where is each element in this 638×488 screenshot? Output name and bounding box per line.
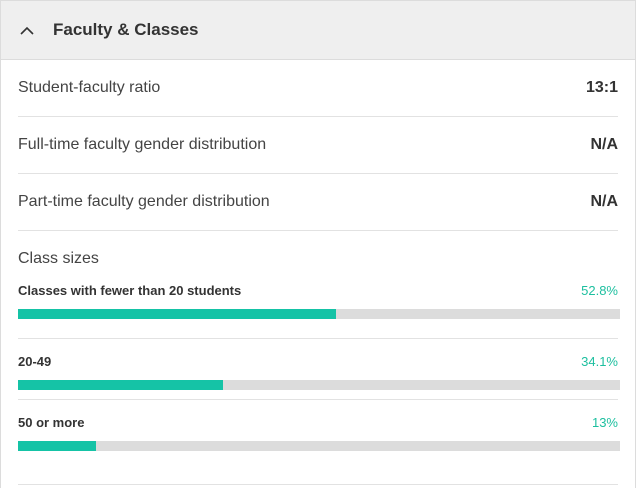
stat-value: N/A <box>590 136 618 153</box>
section-body: Student-faculty ratio 13:1 Full-time fac… <box>1 60 635 485</box>
class-size-percent: 34.1% <box>581 353 618 369</box>
stat-value: N/A <box>590 193 618 210</box>
progress-fill <box>18 380 224 390</box>
progress-track <box>18 441 620 451</box>
class-size-label: 20-49 <box>18 353 52 369</box>
stat-row-part-time-gender: Part-time faculty gender distribution N/… <box>18 174 618 231</box>
class-size-label: 50 or more <box>18 414 85 430</box>
progress-track <box>18 309 620 319</box>
class-size-item-50-plus: 50 or more 13% <box>18 400 620 485</box>
stat-label: Student-faculty ratio <box>18 79 161 96</box>
stat-label: Full-time faculty gender distribution <box>18 136 267 153</box>
class-size-percent: 52.8% <box>581 282 618 298</box>
progress-track <box>18 380 620 390</box>
section-header-toggle[interactable]: Faculty & Classes <box>1 1 635 60</box>
class-sizes-heading: Class sizes <box>18 250 99 267</box>
stat-value: 13:1 <box>585 79 618 96</box>
class-size-item-under-20: Classes with fewer than 20 students 52.8… <box>18 269 620 339</box>
class-size-label: Classes with fewer than 20 students <box>18 282 242 298</box>
progress-fill <box>18 441 97 451</box>
stat-row-student-faculty-ratio: Student-faculty ratio 13:1 <box>18 60 618 117</box>
stat-row-full-time-gender: Full-time faculty gender distribution N/… <box>18 117 618 174</box>
section-title: Faculty & Classes <box>53 20 199 39</box>
stat-label: Part-time faculty gender distribution <box>18 193 270 210</box>
class-size-item-20-49: 20-49 34.1% <box>18 339 620 400</box>
progress-fill <box>18 309 336 319</box>
class-size-percent: 13% <box>591 414 618 430</box>
chevron-up-icon[interactable] <box>19 24 35 36</box>
